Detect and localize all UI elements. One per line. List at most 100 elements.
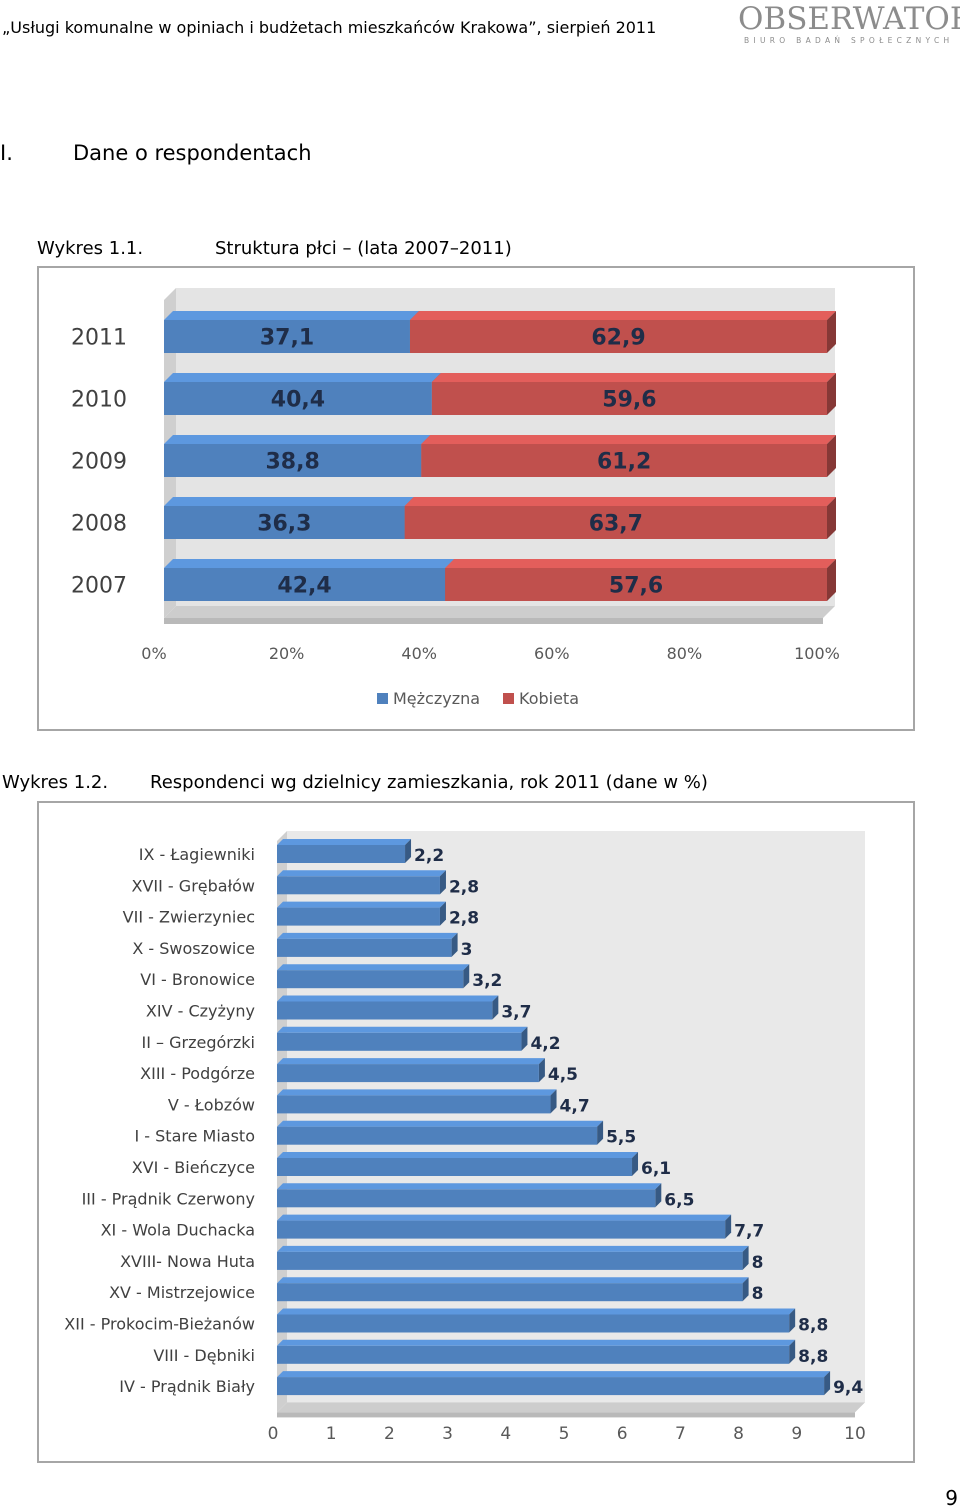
chart2-bar-11-side [655, 1183, 662, 1208]
chart1-label-2009-female: 61,2 [597, 450, 651, 475]
chart2-bar-11-front [277, 1189, 656, 1208]
chart1-label-2010-female: 59,6 [602, 388, 656, 413]
chart1-bar-2010-female-front [431, 382, 827, 415]
chart1-label-2008-female: 63,7 [589, 512, 643, 537]
chart1-x-tick: 0% [141, 644, 166, 663]
chart1-category-2008: 2008 [71, 512, 127, 537]
chart1-bar-2009-male [164, 435, 431, 477]
chart1-bar-2007-female-side [827, 559, 836, 601]
chart2-value-label-12: 7,7 [734, 1222, 764, 1242]
chart1-bar-2009-male-top [164, 435, 431, 444]
chart2-bar-12-front [277, 1220, 726, 1239]
chart2-category-2: VII - Zwierzyniec [123, 908, 255, 927]
chart2-bar-10-side [632, 1152, 639, 1176]
chart1-legend-label-male: Mężczyzna [393, 689, 480, 708]
chart2-bar-1 [277, 870, 446, 895]
section-number: I. [0, 141, 13, 165]
chart1-bar-2010-male-top [164, 373, 441, 382]
chart2-x-tick: 4 [500, 1424, 511, 1444]
chart1-bar-2011-male-top [164, 311, 419, 320]
chart2-bar-4-side [463, 964, 470, 989]
chart1-bar-2010-male [164, 373, 441, 415]
chart2-bar-0-top [277, 839, 412, 845]
district-chart: 2,2 IX - Łagiewniki 2,8 XVII - Grębałów 2,8 V… [37, 801, 915, 1463]
chart1-bar-2008-female [404, 497, 836, 539]
chart2-bar-5-side [492, 995, 499, 1020]
chart1-bar-2011-female-front [409, 320, 827, 353]
chart1-bar-2010-male-front [164, 382, 432, 415]
chart2-bar-4 [277, 964, 470, 989]
chart2-bar-9-top [277, 1120, 604, 1127]
chart2-bar-9-side [597, 1120, 604, 1145]
chart2-bar-15 [277, 1308, 796, 1333]
chart2-x-tick: 3 [442, 1424, 453, 1444]
chart2-bar-3-side [451, 932, 458, 957]
chart1-bar-2011-female-top [409, 311, 836, 320]
chart2-bar-0-side [405, 839, 412, 863]
chart2-category-14: XV - Mistrzejowice [109, 1283, 255, 1302]
chart1-bar-2007-male [164, 559, 455, 601]
chart1-bar-2011-female-side [827, 311, 836, 353]
chart2-bar-4-top [277, 964, 470, 971]
chart2-x-tick: 6 [617, 1424, 628, 1444]
chart1-bar-2010-female-top [431, 373, 836, 382]
chart2-category-17: IV - Prądnik Biały [119, 1377, 255, 1396]
chart2-bar-14-front [277, 1283, 743, 1302]
chart1-bar-2009-female-side [827, 435, 836, 477]
district-chart-svg: 2,2 IX - Łagiewniki 2,8 XVII - Grębałów 2,8 V… [64, 831, 866, 1444]
chart2-value-label-17: 9,4 [833, 1378, 863, 1398]
chart2-value-label-16: 8,8 [798, 1347, 828, 1367]
chart2-bar-16-front [277, 1345, 790, 1364]
chart2-bar-1-top [277, 870, 446, 877]
chart1-bar-2010-female-side [827, 373, 836, 415]
chart2-bar-16-top [277, 1339, 796, 1346]
chart2-value-label-1: 2,8 [449, 877, 479, 897]
chart2-value-label-0: 2,2 [414, 846, 444, 866]
chart2-value-label-6: 4,2 [530, 1034, 560, 1054]
chart2-bar-1-front [277, 876, 440, 895]
chart2-bar-15-top [277, 1308, 796, 1315]
chart1-bar-2010-female [431, 373, 836, 415]
chart2-bar-13-front [277, 1251, 743, 1270]
chart1-bar-2011-male [164, 311, 419, 353]
chart2-category-11: III - Prądnik Czerwony [82, 1189, 255, 1208]
chart1-x-tick: 80% [667, 644, 703, 663]
chart2-x-tick: 1 [326, 1424, 337, 1444]
logo-tagline: BIURO BADAŃ SPOŁECZNYCH [744, 36, 954, 45]
chart2-bar-9-front [277, 1126, 598, 1145]
chart1-bar-2007-male-front [164, 568, 446, 601]
chart1-label-2007-male: 42,4 [277, 574, 331, 599]
chart1-bar-2007-female-top [445, 559, 836, 568]
chart2-bar-8 [277, 1089, 557, 1114]
chart1-category-2009: 2009 [71, 450, 127, 475]
chart2-category-0: IX - Łagiewniki [139, 845, 255, 864]
gender-structure-chart-svg: 37,1 62,9 2011 40,4 59,6 2010 38,8 61,2 2009 36,3… [71, 288, 840, 708]
page-number: 9 [945, 1486, 958, 1510]
chart2-bar-0-front [277, 845, 406, 863]
logo-wordmark: OBSERWATOR [738, 1, 960, 37]
chart2-value-label-10: 6,1 [641, 1159, 671, 1179]
chart1-bar-2009-female [421, 435, 836, 477]
chart1-legend-swatch-male [377, 693, 388, 704]
chart2-bar-3 [277, 932, 458, 957]
chart1-label-2009-male: 38,8 [265, 450, 319, 475]
chart1-bar-2007-female [445, 559, 836, 601]
section-title: Dane o respondentach [73, 141, 312, 165]
chart2-bar-14-top [277, 1277, 749, 1284]
chart1-category-2011: 2011 [71, 326, 127, 351]
chart2-bar-7-front [277, 1064, 539, 1083]
chart1-bar-2009-female-front [421, 444, 827, 477]
chart2-floor [277, 1402, 865, 1413]
obserwator-logo: OBSERWATOR BIURO BADAŃ SPOŁECZNYCH [738, 1, 960, 48]
chart2-floor-edge [277, 1412, 855, 1418]
chart1-bar-2011-female [409, 311, 836, 353]
chart2-value-label-9: 5,5 [606, 1128, 636, 1148]
chart1-x-tick: 60% [534, 644, 570, 663]
chart1-bar-2009-female-top [421, 435, 836, 444]
chart2-bar-14-side [742, 1277, 749, 1302]
chart2-x-tick: 9 [791, 1424, 802, 1444]
chart2-bar-17-side [824, 1371, 831, 1396]
chart2-value-label-3: 3 [461, 940, 473, 960]
chart1-x-tick: 100% [794, 644, 840, 663]
chart2-bar-3-top [277, 932, 458, 939]
